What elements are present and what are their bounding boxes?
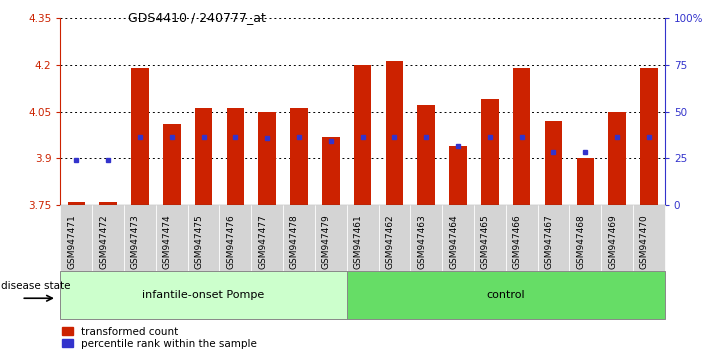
Bar [417,105,435,205]
Bar [68,202,85,205]
Text: GSM947475: GSM947475 [195,214,203,269]
Text: GSM947461: GSM947461 [353,214,363,269]
Bar [513,68,530,205]
Bar [100,202,117,205]
Text: control: control [486,290,525,300]
Bar [195,108,213,205]
Bar [227,108,244,205]
Text: GSM947470: GSM947470 [640,214,649,269]
Bar [640,68,658,205]
Text: disease state: disease state [1,280,70,291]
Text: GSM947471: GSM947471 [68,214,76,269]
Bar [545,121,562,205]
Bar [163,124,181,205]
Text: GSM947466: GSM947466 [513,214,522,269]
Text: GSM947463: GSM947463 [417,214,426,269]
Text: GSM947479: GSM947479 [322,214,331,269]
Bar [449,146,467,205]
Bar [354,64,371,205]
Text: GSM947464: GSM947464 [449,215,458,269]
Bar [577,158,594,205]
Bar [322,137,340,205]
Bar [290,108,308,205]
Text: GSM947474: GSM947474 [163,215,172,269]
Bar [609,112,626,205]
Text: GSM947473: GSM947473 [131,214,140,269]
Bar [258,112,276,205]
Text: GSM947467: GSM947467 [545,214,553,269]
Text: GSM947468: GSM947468 [576,214,585,269]
Legend: transformed count, percentile rank within the sample: transformed count, percentile rank withi… [62,327,257,349]
Text: GSM947462: GSM947462 [385,215,395,269]
Text: GSM947465: GSM947465 [481,214,490,269]
Bar [132,68,149,205]
Bar [481,99,498,205]
Text: GSM947476: GSM947476 [226,214,235,269]
Text: GSM947477: GSM947477 [258,214,267,269]
Text: GSM947472: GSM947472 [99,215,108,269]
Text: GSM947478: GSM947478 [290,214,299,269]
Bar [385,62,403,205]
Text: GDS4410 / 240777_at: GDS4410 / 240777_at [128,11,266,24]
Text: infantile-onset Pompe: infantile-onset Pompe [142,290,264,300]
Text: GSM947469: GSM947469 [608,214,617,269]
